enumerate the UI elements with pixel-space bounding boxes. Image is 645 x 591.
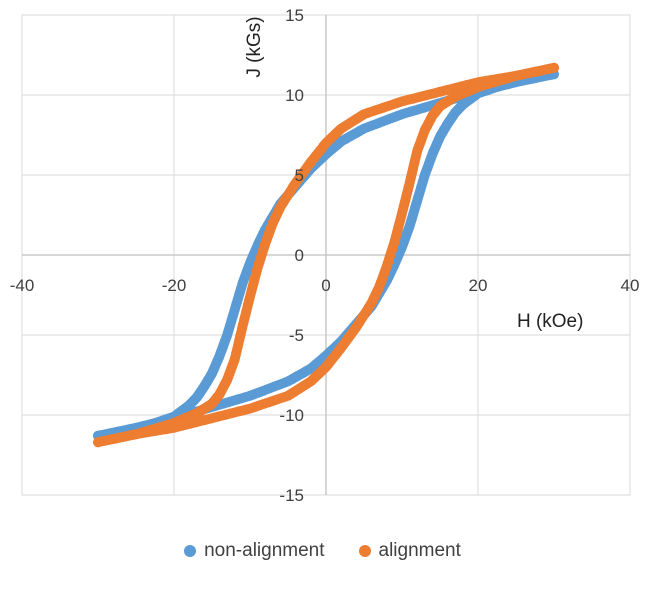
legend-marker-non-alignment <box>184 545 197 557</box>
y-tick-label: -5 <box>289 326 304 345</box>
x-tick-label: 0 <box>321 276 330 295</box>
x-tick-label: 20 <box>469 276 488 295</box>
axes <box>22 15 630 495</box>
y-tick-label: 10 <box>285 86 304 105</box>
series-layer <box>93 62 559 448</box>
x-tick-label: -20 <box>162 276 187 295</box>
y-tick-label: 5 <box>295 166 304 185</box>
legend-marker-alignment <box>358 545 371 557</box>
y-tick-label: -10 <box>279 406 304 425</box>
y-axis-title: J (kGs) <box>244 16 265 77</box>
y-tick-label: 0 <box>295 246 304 265</box>
data-point <box>549 62 559 73</box>
y-tick-label: -15 <box>279 486 304 505</box>
x-tick-label: 40 <box>621 276 640 295</box>
x-axis-title: H (kOe) <box>517 311 584 332</box>
tick-labels: -40 -20 0 20 40 -15 -10 -5 0 5 10 15 <box>10 6 640 505</box>
legend-item-non-alignment: non-alignment <box>184 540 325 562</box>
legend-label-non-alignment: non-alignment <box>204 540 325 561</box>
series-alignment <box>93 62 559 448</box>
y-tick-label: 15 <box>285 6 304 25</box>
x-tick-label: -40 <box>10 276 35 295</box>
legend-label-alignment: alignment <box>378 540 461 561</box>
legend-item-alignment: alignment <box>358 540 461 562</box>
legend: non-alignment alignment <box>0 536 645 566</box>
